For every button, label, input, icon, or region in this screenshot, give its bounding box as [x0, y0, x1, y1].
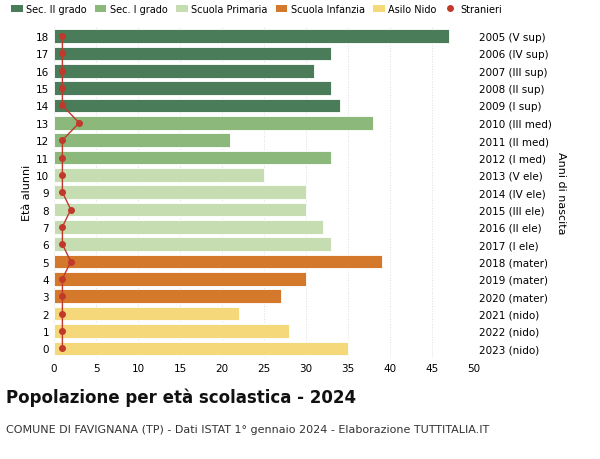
Bar — [54, 30, 449, 44]
Y-axis label: Anni di nascita: Anni di nascita — [556, 151, 566, 234]
Bar — [54, 134, 230, 148]
Bar — [54, 255, 382, 269]
Bar — [54, 203, 306, 217]
Text: COMUNE DI FAVIGNANA (TP) - Dati ISTAT 1° gennaio 2024 - Elaborazione TUTTITALIA.: COMUNE DI FAVIGNANA (TP) - Dati ISTAT 1°… — [6, 425, 489, 435]
Bar — [54, 151, 331, 165]
Text: Popolazione per età scolastica - 2024: Popolazione per età scolastica - 2024 — [6, 388, 356, 406]
Legend: Sec. II grado, Sec. I grado, Scuola Primaria, Scuola Infanzia, Asilo Nido, Stran: Sec. II grado, Sec. I grado, Scuola Prim… — [11, 5, 502, 15]
Bar — [54, 221, 323, 234]
Bar — [54, 290, 281, 303]
Bar — [54, 82, 331, 96]
Bar — [54, 100, 340, 113]
Bar — [54, 238, 331, 252]
Bar — [54, 307, 239, 321]
Bar — [54, 117, 373, 130]
Bar — [54, 342, 348, 355]
Bar — [54, 186, 306, 200]
Bar — [54, 169, 264, 182]
Bar — [54, 48, 331, 61]
Bar — [54, 325, 289, 338]
Y-axis label: Età alunni: Età alunni — [22, 165, 32, 221]
Bar — [54, 273, 306, 286]
Bar — [54, 65, 314, 78]
